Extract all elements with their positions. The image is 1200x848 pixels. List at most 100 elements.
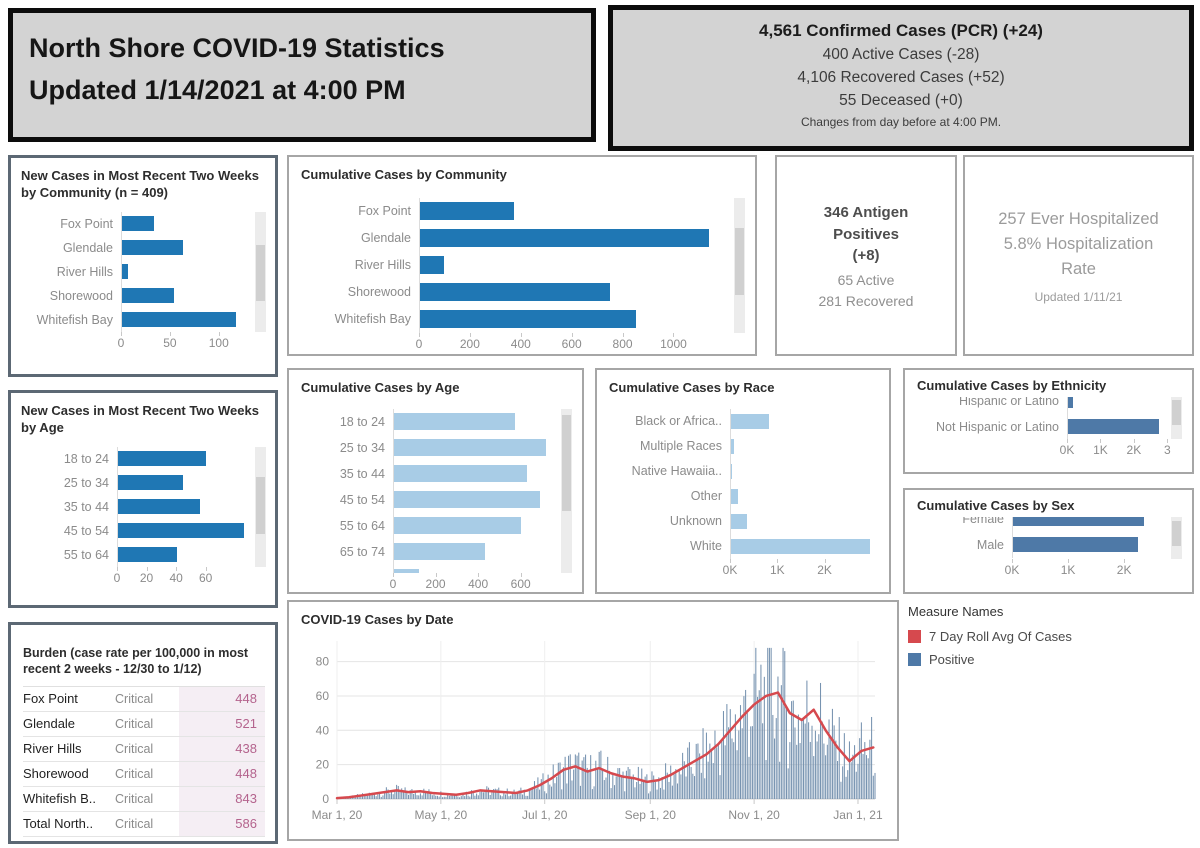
- x-tick-label: 0: [415, 336, 423, 351]
- category-label: Male: [976, 537, 1004, 552]
- table-row[interactable]: Whitefish B.. Critical 843: [23, 786, 265, 812]
- bar[interactable]: [1068, 396, 1073, 409]
- bar[interactable]: [122, 288, 175, 304]
- positive-daily-bars[interactable]: [336, 647, 876, 799]
- x-tick-mark: [176, 566, 178, 571]
- category-label: Native Hawaiia..: [631, 464, 722, 479]
- bar[interactable]: [118, 451, 207, 467]
- x-tick-label: 400: [468, 576, 489, 591]
- bar[interactable]: [394, 569, 420, 573]
- bar[interactable]: [420, 310, 636, 329]
- legend-item[interactable]: 7 Day Roll Avg Of Cases: [908, 629, 1193, 644]
- cumulative-ethnicity-chart: Hispanic or Latino Not Hispanic or Latino…: [917, 396, 1182, 457]
- table-row[interactable]: Shorewood Critical 448: [23, 761, 265, 787]
- scrollbar[interactable]: [1171, 516, 1182, 559]
- bar[interactable]: [394, 465, 528, 483]
- title-box: North Shore COVID-19 Statistics Updated …: [8, 8, 596, 142]
- bar[interactable]: [118, 475, 183, 491]
- legend-measure-names: Measure Names 7 Day Roll Avg Of Cases Pos…: [908, 604, 1193, 675]
- x-axis: 0 200 400 600: [390, 572, 559, 591]
- scrollbar-thumb[interactable]: [256, 245, 265, 301]
- scrollbar-thumb[interactable]: [256, 476, 265, 535]
- burden-value: 843: [179, 786, 265, 811]
- scrollbar[interactable]: [561, 408, 572, 573]
- x-tick-label: 1000: [660, 336, 687, 351]
- bar[interactable]: [731, 413, 769, 429]
- scrollbar[interactable]: [1171, 396, 1182, 439]
- scrollbar-thumb[interactable]: [1172, 521, 1181, 547]
- scrollbar-thumb[interactable]: [735, 227, 744, 296]
- x-tick-mark: [478, 572, 480, 577]
- category-label: River Hills: [56, 264, 113, 279]
- chart-title: COVID-19 Cases by Date: [301, 612, 454, 627]
- scrollbar-thumb[interactable]: [1172, 400, 1181, 426]
- bar[interactable]: [731, 538, 870, 554]
- x-tick-label: May 1, 20: [415, 808, 468, 822]
- bar[interactable]: [394, 543, 485, 561]
- bar[interactable]: [394, 413, 515, 431]
- x-tick-mark: [218, 331, 220, 336]
- panel-new-cases-by-community: New Cases in Most Recent Two Weeks by Co…: [8, 155, 278, 377]
- chart-title: Cumulative Cases by Race: [609, 380, 775, 395]
- legend-item-label: Positive: [929, 652, 975, 667]
- category-label: 35 to 44: [63, 499, 109, 514]
- scrollbar[interactable]: [255, 211, 266, 332]
- x-tick-mark: [520, 332, 522, 337]
- bar[interactable]: [122, 312, 236, 328]
- x-tick-label: 0K: [1004, 562, 1020, 577]
- bar[interactable]: [731, 438, 734, 454]
- bar[interactable]: [731, 463, 733, 479]
- category-label: Fox Point: [60, 216, 113, 231]
- category-label: 65 to 74: [339, 544, 385, 559]
- bar[interactable]: [420, 283, 611, 302]
- bar[interactable]: [420, 256, 445, 275]
- new-cases-age-chart: 18 to 24 25 to 34 35 to 44 45 to 54 55 to 64…: [21, 446, 266, 585]
- table-row[interactable]: River Hills Critical 438: [23, 736, 265, 762]
- x-tick-mark: [1067, 438, 1068, 443]
- category-label: 25 to 34: [63, 475, 109, 490]
- bar[interactable]: [394, 439, 547, 457]
- bar[interactable]: [1068, 419, 1160, 435]
- confirmed-cases-text: 4,561 Confirmed Cases (PCR) (+24): [759, 21, 1043, 40]
- x-tick-mark: [117, 566, 118, 571]
- bar[interactable]: [420, 229, 710, 248]
- bar[interactable]: [118, 523, 245, 539]
- legend-item[interactable]: Positive: [908, 652, 1193, 667]
- rolling-avg-line[interactable]: [335, 691, 875, 800]
- antigen-change-text: (+8): [852, 247, 880, 265]
- bar[interactable]: [1013, 516, 1144, 527]
- table-row[interactable]: Fox Point Critical 448: [23, 686, 265, 712]
- gridlines: [336, 640, 875, 800]
- category-label: Shorewood: [347, 285, 411, 300]
- chart-title: Cumulative Cases by Community: [301, 167, 507, 182]
- bar[interactable]: [731, 488, 739, 504]
- bar[interactable]: [731, 513, 748, 529]
- x-tick-label: Sep 1, 20: [625, 808, 677, 822]
- category-label: Unknown: [669, 514, 722, 529]
- bar[interactable]: [122, 264, 128, 280]
- bar[interactable]: [122, 240, 184, 256]
- x-axis: 0 50 100: [118, 331, 253, 350]
- category-label: 55 to 64: [339, 518, 385, 533]
- x-tick-mark: [121, 331, 122, 336]
- bar[interactable]: [394, 517, 521, 535]
- x-axis: 0 20 40 60: [114, 566, 253, 585]
- x-tick-mark: [673, 332, 675, 337]
- burden-title: Burden (case rate per 100,000 in most re…: [23, 646, 249, 677]
- bar[interactable]: [1013, 537, 1139, 553]
- x-tick-label: 800: [612, 336, 633, 351]
- y-tick-label: 60: [316, 689, 330, 703]
- scrollbar[interactable]: [255, 446, 266, 567]
- bar[interactable]: [118, 547, 177, 563]
- scrollbar[interactable]: [734, 197, 745, 333]
- scrollbar-thumb[interactable]: [562, 415, 571, 511]
- table-row[interactable]: Glendale Critical 521: [23, 711, 265, 737]
- x-tick-label: 60: [199, 570, 213, 585]
- bar[interactable]: [420, 202, 514, 221]
- bar[interactable]: [118, 499, 201, 515]
- cumulative-sex-chart: Female Male 0K 1K 2K: [917, 516, 1182, 577]
- bar[interactable]: [122, 216, 155, 232]
- bar[interactable]: [394, 491, 540, 509]
- table-row[interactable]: Total North.. Critical 586: [23, 811, 265, 837]
- burden-value: 521: [179, 711, 265, 736]
